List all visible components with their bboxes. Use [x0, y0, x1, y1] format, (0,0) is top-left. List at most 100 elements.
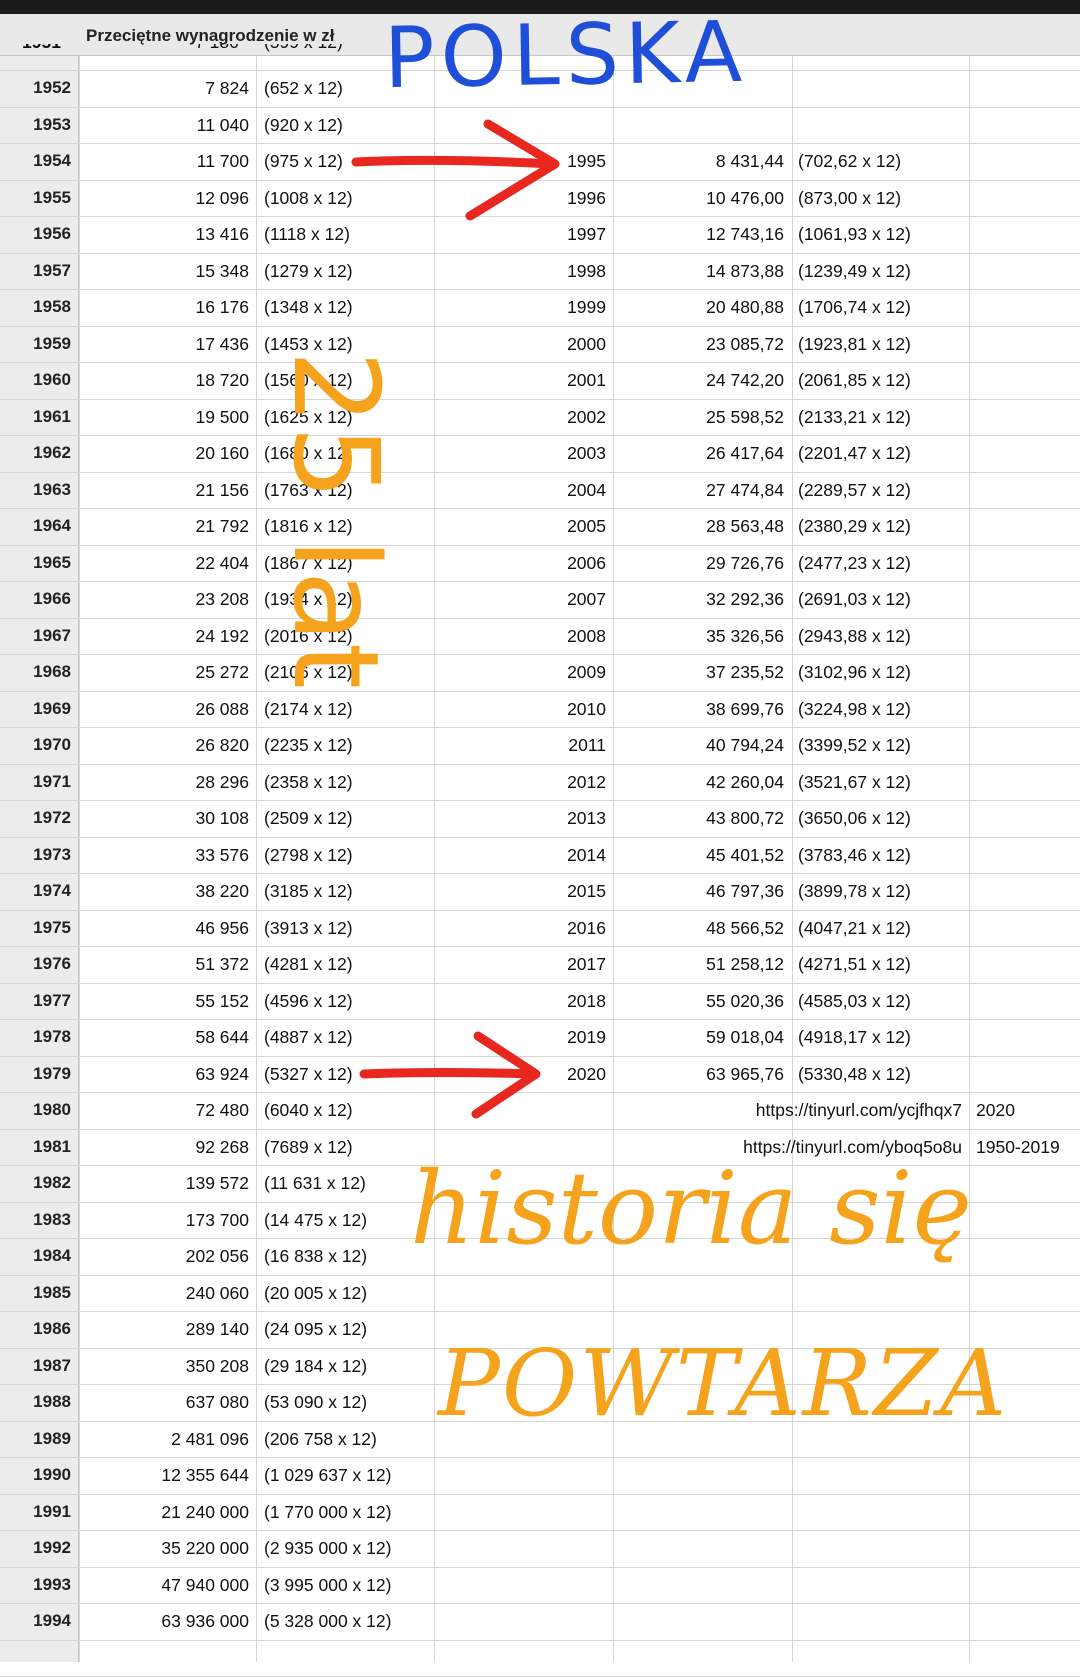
cell-amount[interactable]: 37 235,52	[706, 662, 784, 682]
cell-amount[interactable]: 45 401,52	[706, 844, 784, 865]
cell-multiplier[interactable]: (1 770 000 x 12)	[264, 1501, 392, 1522]
cell-multiplier[interactable]: (1348 x 12)	[264, 297, 353, 317]
cell-multiplier[interactable]: (24 095 x 12)	[264, 1319, 368, 1339]
cell-amount[interactable]: 22 404	[195, 552, 249, 573]
cell-multiplier[interactable]: (873,00 x 12)	[798, 187, 902, 208]
cell-amount[interactable]: 350 208	[185, 1355, 249, 1376]
cell-year[interactable]: 1998	[567, 260, 606, 281]
cell-multiplier[interactable]: (4596 x 12)	[264, 990, 353, 1011]
cell-multiplier[interactable]: (2509 x 12)	[264, 808, 353, 828]
cell-multiplier[interactable]: (2289,57 x 12)	[798, 479, 911, 500]
cell-multiplier[interactable]: (2943,88 x 12)	[798, 625, 911, 646]
cell-amount[interactable]: 289 140	[185, 1319, 249, 1339]
cell-year[interactable]: 2008	[567, 625, 606, 646]
cell-multiplier[interactable]: (20 005 x 12)	[264, 1282, 368, 1303]
cell-amount[interactable]: 46 956	[195, 917, 249, 938]
cell-amount[interactable]: 38 220	[195, 881, 249, 901]
cell-multiplier[interactable]: (1008 x 12)	[264, 187, 353, 208]
cell-multiplier[interactable]: (1680 x 12)	[264, 443, 353, 463]
cell-multiplier[interactable]: (1453 x 12)	[264, 333, 353, 354]
cell-amount[interactable]: 72 480	[195, 1100, 249, 1120]
cell-amount[interactable]: 51 372	[195, 954, 249, 974]
cell-multiplier[interactable]: (1560 x 12)	[264, 370, 353, 390]
cell-year[interactable]: 2001	[567, 370, 606, 390]
cell-multiplier[interactable]: (3521,67 x 12)	[798, 771, 911, 792]
cell-year[interactable]: 2015	[567, 881, 606, 901]
cell-multiplier[interactable]: (1279 x 12)	[264, 260, 353, 281]
cell-amount[interactable]: 29 726,76	[706, 552, 784, 573]
cell-amount[interactable]: 35 220 000	[161, 1538, 249, 1558]
cell-multiplier[interactable]: (29 184 x 12)	[264, 1355, 368, 1376]
cell-amount[interactable]: 23 085,72	[706, 333, 784, 354]
cell-multiplier[interactable]: (2235 x 12)	[264, 735, 353, 755]
cell-multiplier[interactable]: (1816 x 12)	[264, 516, 353, 536]
cell-multiplier[interactable]: (2358 x 12)	[264, 771, 353, 792]
cell-amount[interactable]: 173 700	[185, 1209, 249, 1230]
cell-year[interactable]: 2000	[567, 333, 606, 354]
cell-multiplier[interactable]: (920 x 12)	[264, 114, 343, 135]
cell-multiplier[interactable]: (702,62 x 12)	[798, 151, 902, 171]
cell-amount[interactable]: 30 108	[195, 808, 249, 828]
cell-year[interactable]: 1996	[567, 187, 606, 208]
cell-amount[interactable]: 26 088	[195, 698, 249, 719]
cell-multiplier[interactable]: (53 090 x 12)	[264, 1392, 368, 1412]
cell-amount[interactable]: 11 040	[196, 114, 249, 135]
cell-year[interactable]: 2009	[567, 662, 606, 682]
cell-multiplier[interactable]: (1625 x 12)	[264, 406, 353, 427]
cell-amount[interactable]: 33 576	[195, 844, 249, 865]
cell-multiplier[interactable]: (16 838 x 12)	[264, 1246, 368, 1266]
cell-multiplier[interactable]: (5327 x 12)	[264, 1063, 353, 1084]
cell-amount[interactable]: 27 474,84	[706, 479, 784, 500]
cell-amount[interactable]: 43 800,72	[706, 808, 784, 828]
cell-year[interactable]: 1995	[567, 151, 606, 171]
cell-year[interactable]: 2020	[567, 1063, 606, 1084]
cell-amount[interactable]: 46 797,36	[706, 881, 784, 901]
cell-amount[interactable]: 51 258,12	[706, 954, 784, 974]
cell-amount[interactable]: 35 326,56	[706, 625, 784, 646]
cell-amount[interactable]: 28 563,48	[706, 516, 784, 536]
cell-multiplier[interactable]: (7689 x 12)	[264, 1136, 353, 1157]
cell-multiplier[interactable]: (3783,46 x 12)	[798, 844, 911, 865]
cell-amount[interactable]: 47 940 000	[161, 1574, 249, 1595]
cell-multiplier[interactable]: (2133,21 x 12)	[798, 406, 911, 427]
cell-amount[interactable]: 12 096	[195, 187, 249, 208]
cell-multiplier[interactable]: (5330,48 x 12)	[798, 1063, 911, 1084]
cell-multiplier[interactable]: (3899,78 x 12)	[798, 881, 911, 901]
cell-multiplier[interactable]: (1923,81 x 12)	[798, 333, 911, 354]
cell-multiplier[interactable]: (4918,17 x 12)	[798, 1027, 911, 1047]
cell-amount[interactable]: 13 416	[195, 224, 249, 244]
cell-multiplier[interactable]: (1867 x 12)	[264, 552, 353, 573]
cell-amount[interactable]: 55 020,36	[706, 990, 784, 1011]
cell-amount[interactable]: 92 268	[195, 1136, 249, 1157]
cell-year[interactable]: 2003	[567, 443, 606, 463]
cell-amount[interactable]: 637 080	[185, 1392, 249, 1412]
cell-multiplier[interactable]: (2380,29 x 12)	[798, 516, 911, 536]
cell-multiplier[interactable]: (3185 x 12)	[264, 881, 353, 901]
cell-multiplier[interactable]: (206 758 x 12)	[264, 1428, 377, 1449]
cell-year[interactable]: 2017	[567, 954, 606, 974]
cell-amount[interactable]: 17 436	[195, 333, 249, 354]
cell-multiplier[interactable]: (3399,52 x 12)	[798, 735, 911, 755]
cell-multiplier[interactable]: (2061,85 x 12)	[798, 370, 911, 390]
cell-multiplier[interactable]: (2201,47 x 12)	[798, 443, 911, 463]
cell-amount[interactable]: 20 480,88	[706, 297, 784, 317]
cell-multiplier[interactable]: (6040 x 12)	[264, 1100, 353, 1120]
cell-amount[interactable]: 202 056	[185, 1246, 249, 1266]
cell-amount[interactable]: 24 192	[195, 625, 249, 646]
cell-multiplier[interactable]: (1239,49 x 12)	[798, 260, 911, 281]
cell-multiplier[interactable]: (1763 x 12)	[264, 479, 353, 500]
cell-amount[interactable]: 10 476,00	[706, 187, 784, 208]
cell-amount[interactable]: 21 240 000	[161, 1501, 249, 1522]
cell-year[interactable]: 2013	[567, 808, 606, 828]
cell-year[interactable]: 2012	[567, 771, 606, 792]
cell-amount[interactable]: 12 743,16	[706, 224, 784, 244]
cell-multiplier[interactable]: (4281 x 12)	[264, 954, 353, 974]
cell-multiplier[interactable]: (2798 x 12)	[264, 844, 353, 865]
cell-year[interactable]: 2010	[567, 698, 606, 719]
cell-amount[interactable]: 21 792	[195, 516, 249, 536]
cell-amount[interactable]: 139 572	[185, 1173, 249, 1193]
cell-amount[interactable]: 19 500	[195, 406, 249, 427]
cell-multiplier[interactable]: (4271,51 x 12)	[798, 954, 911, 974]
source-link[interactable]: https://tinyurl.com/ycjfhqx7	[755, 1100, 962, 1120]
cell-amount[interactable]: 8 431,44	[715, 151, 784, 171]
